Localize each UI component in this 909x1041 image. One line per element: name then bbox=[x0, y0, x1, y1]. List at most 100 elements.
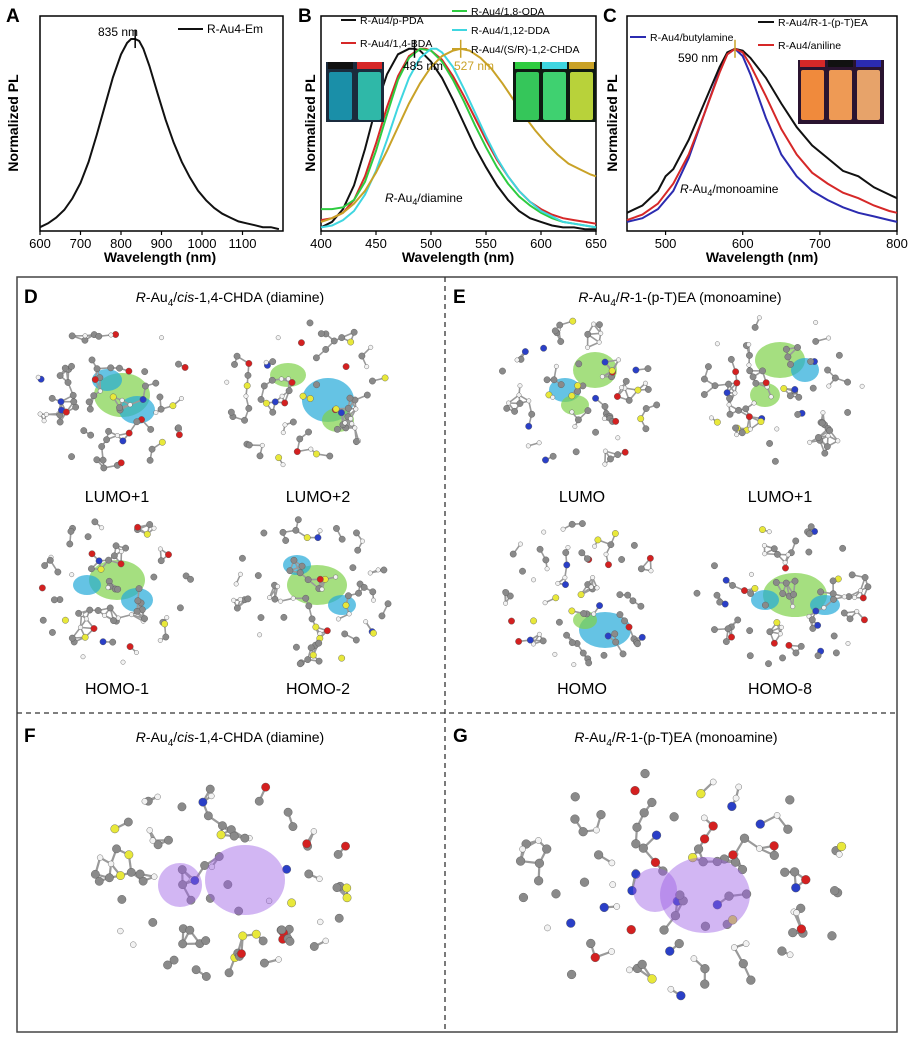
atom bbox=[770, 851, 779, 860]
atom bbox=[316, 658, 322, 664]
atom bbox=[317, 919, 323, 925]
atom bbox=[705, 363, 711, 369]
atom bbox=[813, 320, 817, 324]
atom bbox=[573, 449, 579, 455]
atom bbox=[522, 348, 528, 354]
atom bbox=[98, 566, 104, 572]
atom bbox=[381, 567, 387, 573]
atom bbox=[237, 950, 245, 958]
atom bbox=[626, 967, 632, 973]
atom bbox=[557, 322, 563, 328]
atom bbox=[186, 926, 194, 934]
atom bbox=[563, 549, 569, 555]
atom bbox=[179, 396, 183, 400]
atom bbox=[790, 591, 796, 597]
atom bbox=[694, 590, 700, 596]
orbital-lobe bbox=[158, 863, 202, 907]
vial-c-2 bbox=[829, 70, 852, 120]
legend-label-chda: R-Au4/(S/R)-1,2-CHDA bbox=[471, 44, 580, 56]
atom bbox=[126, 430, 132, 436]
atom bbox=[696, 789, 705, 798]
vial-c-3 bbox=[857, 70, 880, 120]
atom bbox=[543, 600, 547, 604]
atom bbox=[569, 608, 575, 614]
atom bbox=[293, 644, 299, 650]
atom bbox=[602, 359, 608, 365]
atom bbox=[115, 433, 119, 437]
atom bbox=[353, 438, 359, 444]
atom bbox=[836, 439, 840, 443]
atom bbox=[100, 639, 106, 645]
atom bbox=[225, 969, 233, 977]
atom bbox=[828, 931, 837, 940]
atom bbox=[276, 957, 282, 963]
vial-cap-c-1 bbox=[800, 60, 825, 67]
atom bbox=[529, 411, 535, 417]
atom bbox=[756, 845, 762, 851]
atom bbox=[815, 434, 821, 440]
atom bbox=[556, 619, 562, 625]
atom bbox=[519, 893, 528, 902]
atom bbox=[585, 407, 591, 413]
atom bbox=[647, 798, 656, 807]
atom bbox=[544, 377, 550, 383]
atom bbox=[794, 411, 800, 417]
atom bbox=[144, 531, 150, 537]
atom bbox=[526, 423, 532, 429]
atom bbox=[110, 639, 116, 645]
atom bbox=[694, 845, 703, 854]
atom bbox=[127, 868, 135, 876]
atom bbox=[506, 401, 510, 405]
vial-cap-b2-3 bbox=[569, 62, 594, 69]
atom bbox=[140, 396, 146, 402]
atom bbox=[112, 845, 120, 853]
atom bbox=[71, 398, 77, 404]
atom bbox=[264, 360, 268, 364]
x-axis-title-b: Wavelength (nm) bbox=[402, 249, 514, 265]
atom bbox=[801, 875, 810, 884]
atom bbox=[282, 400, 288, 406]
atom bbox=[334, 850, 342, 858]
molecule-homo bbox=[503, 520, 654, 666]
atom bbox=[817, 589, 823, 595]
atom bbox=[323, 938, 329, 944]
atom bbox=[112, 331, 118, 337]
atom bbox=[797, 925, 806, 934]
atom bbox=[105, 874, 113, 882]
atom bbox=[97, 855, 103, 861]
peak-label-835: 835 nm bbox=[98, 25, 138, 39]
atom bbox=[821, 410, 825, 414]
panel-label-g: G bbox=[453, 726, 468, 747]
atom bbox=[743, 941, 749, 947]
atom bbox=[255, 797, 263, 805]
atom bbox=[741, 587, 747, 593]
atom bbox=[580, 878, 589, 887]
atom bbox=[830, 590, 836, 596]
atom bbox=[651, 858, 660, 867]
atom bbox=[324, 628, 330, 634]
atom bbox=[299, 563, 305, 569]
vial-cap-b2-2 bbox=[542, 62, 567, 69]
atom bbox=[187, 576, 193, 582]
atom bbox=[49, 395, 55, 401]
atom bbox=[105, 428, 111, 434]
atom bbox=[84, 617, 88, 621]
atom bbox=[756, 820, 765, 829]
atom bbox=[95, 877, 103, 885]
atom bbox=[338, 410, 344, 416]
atom bbox=[343, 363, 349, 369]
panel-label-b: B bbox=[298, 6, 312, 27]
atom bbox=[808, 523, 814, 529]
atom bbox=[562, 581, 568, 587]
atom bbox=[150, 838, 156, 844]
atom bbox=[217, 831, 225, 839]
atom bbox=[245, 596, 251, 602]
atom bbox=[766, 440, 772, 446]
atom bbox=[594, 850, 603, 859]
atom bbox=[224, 380, 228, 384]
atom bbox=[303, 595, 309, 601]
atom bbox=[785, 354, 791, 360]
atom bbox=[142, 383, 148, 389]
atom bbox=[241, 417, 247, 423]
